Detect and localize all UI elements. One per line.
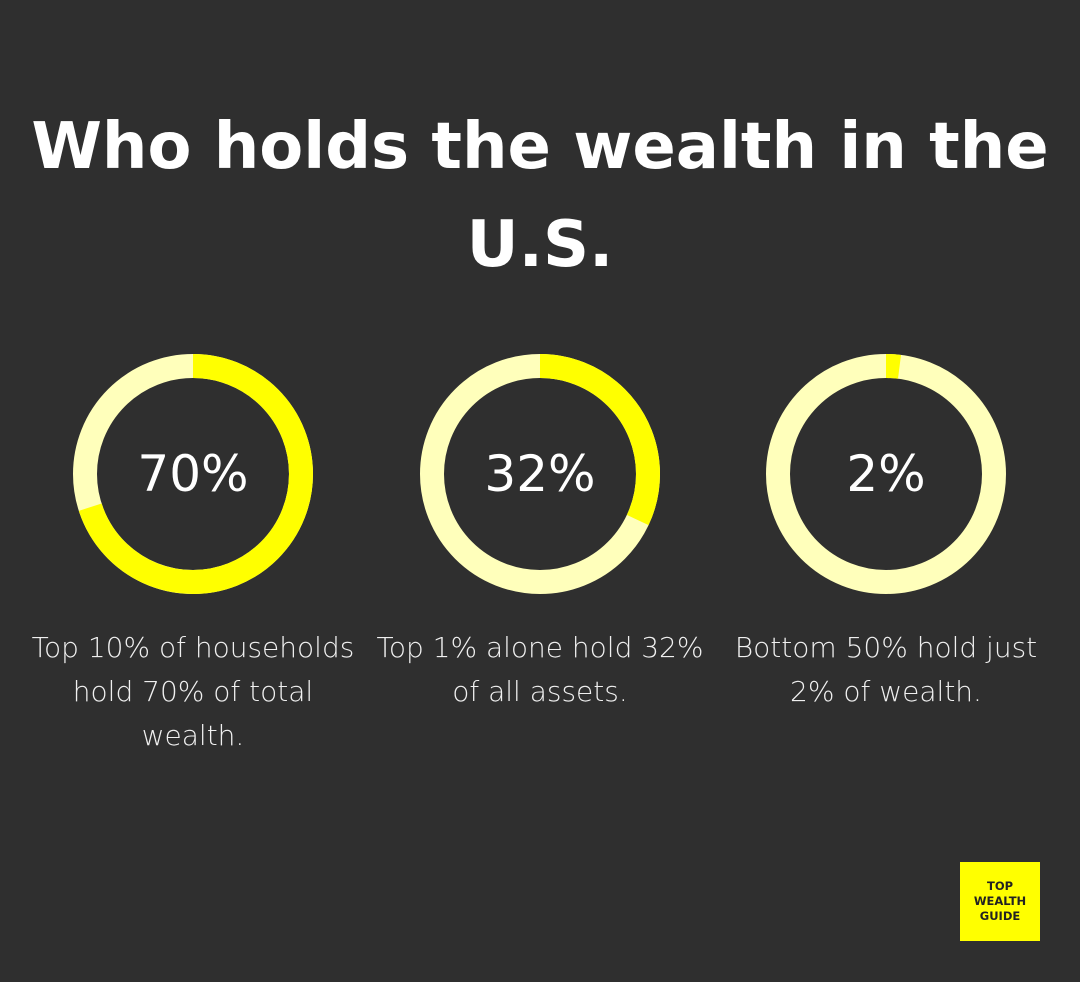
donut-caption: Bottom 50% hold just 2% of wealth. xyxy=(734,631,1038,708)
donut-value-label: 70% xyxy=(137,445,249,503)
logo-line: TOP xyxy=(986,879,1014,893)
donut-value-arc xyxy=(73,354,313,594)
logo-line: GUIDE xyxy=(979,909,1021,923)
donut-svg xyxy=(766,354,1006,594)
donut-svg xyxy=(73,354,313,594)
donut-caption: Top 10% of households hold 70% of total … xyxy=(31,631,355,752)
top-wealth-guide-logo: TOP WEALTH GUIDE xyxy=(960,862,1040,941)
logo-line: WEALTH xyxy=(973,894,1027,908)
donut-value-label: 2% xyxy=(846,445,926,503)
donut-caption: Top 1% alone hold 32% of all assets. xyxy=(376,631,704,708)
donut-value-label: 32% xyxy=(484,445,596,503)
donut-svg xyxy=(420,354,660,594)
donut-chart-3: 2% xyxy=(766,354,1006,594)
donut-chart-2: 32% xyxy=(420,354,660,594)
donut-chart-1: 70% xyxy=(73,354,313,594)
donut-value-arc xyxy=(766,354,1006,594)
page-title: Who holds the wealth in the U.S. xyxy=(31,110,1049,282)
donut-value-arc xyxy=(420,354,660,594)
